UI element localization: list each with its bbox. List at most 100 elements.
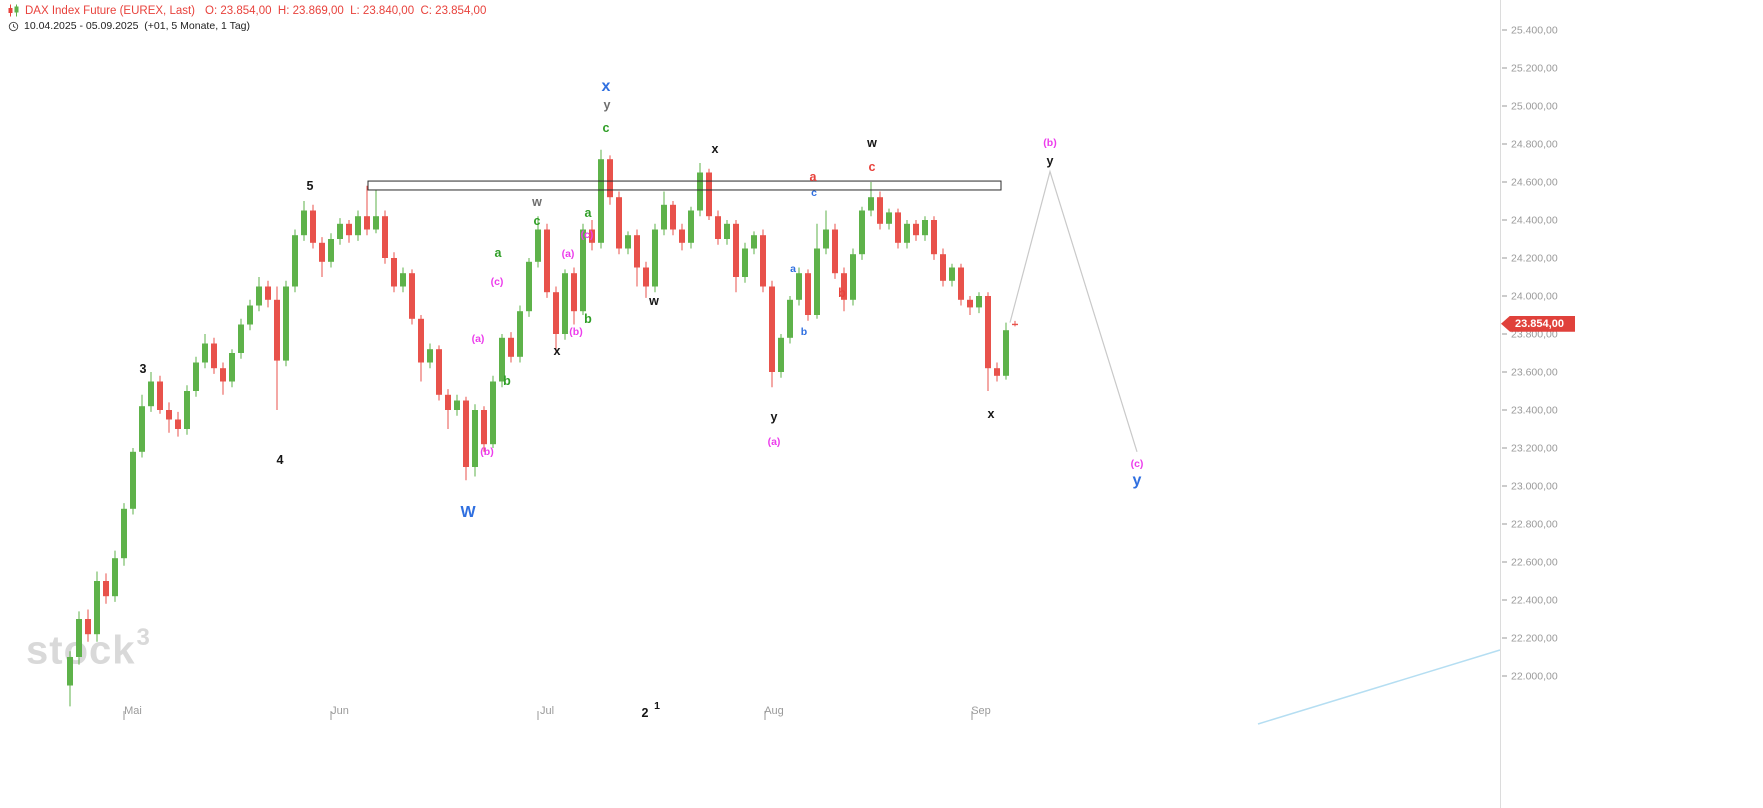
wave-label-c[interactable]: (c) — [580, 229, 594, 241]
price-axis-label: 23.000,00 — [1511, 481, 1558, 493]
candle-body — [265, 286, 271, 300]
time-axis-label: Jul — [540, 705, 554, 717]
candle-body — [742, 248, 748, 277]
candle-body — [202, 343, 208, 363]
candle-body — [670, 204, 676, 230]
instrument-title: DAX Index Future (EUREX, Last) — [25, 4, 196, 17]
candle-body — [247, 305, 253, 325]
trendline[interactable] — [1257, 649, 1501, 725]
candle-body — [886, 212, 892, 224]
price-axis-label: 25.200,00 — [1511, 63, 1558, 75]
wave-label-b[interactable]: b — [503, 374, 511, 388]
candle-body — [868, 197, 874, 211]
candle-body — [715, 216, 721, 239]
candle-body — [895, 212, 901, 243]
wave-label-x[interactable]: x — [711, 142, 719, 156]
watermark-sup: 3 — [136, 624, 151, 651]
candle-body — [157, 381, 163, 410]
wave-label-a[interactable]: (a) — [471, 333, 485, 345]
wave-label-c[interactable]: c — [602, 121, 610, 135]
candle-body — [877, 197, 883, 224]
wave-label-a[interactable]: a — [494, 246, 502, 260]
candle-body — [778, 337, 784, 372]
candle-body — [238, 324, 244, 353]
wave-label-a[interactable]: (a) — [561, 248, 575, 260]
wave-label-a[interactable]: a — [584, 206, 592, 220]
candle-body — [967, 299, 973, 308]
time-axis-label: Sep — [971, 705, 991, 717]
wave-label-w[interactable]: w — [649, 294, 659, 308]
wave-label-c[interactable]: c — [533, 214, 541, 228]
candle-body — [490, 381, 496, 445]
candle-body — [985, 296, 991, 369]
wave-label-c[interactable]: c — [868, 160, 876, 174]
candle-body — [391, 258, 397, 287]
price-axis-label: 25.000,00 — [1511, 101, 1558, 113]
candle-body — [805, 273, 811, 315]
wave-label-b[interactable]: b — [584, 312, 592, 326]
wave-label-w[interactable]: w — [867, 136, 877, 150]
wave-label-W[interactable]: W — [460, 504, 476, 521]
wave-label-y[interactable]: y — [1046, 154, 1054, 168]
candle-body — [319, 242, 325, 262]
wave-label-a[interactable]: a — [790, 263, 796, 275]
wave-label-x[interactable]: x — [987, 407, 995, 421]
wave-label-c[interactable]: (c) — [490, 276, 504, 288]
time-axis-label: Jun — [331, 705, 349, 717]
resistance-zone[interactable] — [367, 180, 1002, 191]
wave-label-1[interactable]: 1 — [654, 700, 660, 712]
candle-body — [337, 223, 343, 239]
price-axis-label: 24.000,00 — [1511, 291, 1558, 303]
wave-label-x[interactable]: x — [601, 78, 611, 95]
candle-body — [850, 254, 856, 300]
projection-line[interactable] — [1009, 169, 1138, 452]
candle-body — [346, 223, 352, 236]
candle-body — [796, 273, 802, 300]
wave-label-b[interactable]: (b) — [1043, 137, 1057, 149]
wave-label-b[interactable]: b — [838, 286, 846, 300]
candlestick-icon — [8, 4, 19, 17]
wave-label-a[interactable]: (a) — [767, 436, 781, 448]
candle-body — [445, 394, 451, 410]
candle-body — [130, 451, 136, 509]
chart-header: DAX Index Future (EUREX, Last) O: 23.854… — [8, 4, 486, 32]
candle-body — [544, 229, 550, 293]
wave-label-b[interactable]: (b) — [569, 326, 583, 338]
wave-label-5[interactable]: 5 — [306, 179, 314, 193]
candle-body — [580, 229, 586, 312]
wave-label-w[interactable]: w — [532, 195, 542, 209]
wave-label-a[interactable]: a — [809, 170, 817, 184]
candle-body — [994, 368, 1000, 376]
candle-body — [328, 239, 334, 262]
candle-body — [67, 657, 73, 686]
candle-body — [814, 248, 820, 315]
wave-label-y[interactable]: y — [770, 410, 778, 424]
candle-body — [940, 254, 946, 281]
candle-body — [589, 229, 595, 243]
wave-label-4[interactable]: 4 — [276, 453, 284, 467]
wave-label-x[interactable]: x — [553, 344, 561, 358]
wave-label-b[interactable]: (b) — [480, 446, 494, 458]
price-axis-label: 24.200,00 — [1511, 253, 1558, 265]
wave-label-3[interactable]: 3 — [139, 362, 147, 376]
wave-label-y[interactable]: y — [1132, 472, 1142, 489]
wave-label-y[interactable]: y — [603, 98, 611, 112]
candle-body — [526, 261, 532, 312]
candle-body — [634, 235, 640, 268]
candle-body — [373, 216, 379, 230]
wave-label-c[interactable]: (c) — [1130, 458, 1144, 470]
candle-body — [787, 299, 793, 338]
wave-label-2[interactable]: 2 — [641, 706, 649, 720]
price-axis-label: 22.000,00 — [1511, 671, 1558, 683]
candle-body — [976, 296, 982, 308]
candle-body — [94, 581, 100, 635]
candle-body — [661, 204, 667, 230]
candle-body — [922, 220, 928, 236]
candle-body — [751, 235, 757, 249]
candle-body — [427, 349, 433, 363]
last-price-tag: 23.854,00 — [1501, 315, 1575, 332]
candle-body — [193, 362, 199, 391]
wave-label-b[interactable]: b — [800, 326, 808, 338]
wave-label-c[interactable]: c — [811, 187, 817, 199]
